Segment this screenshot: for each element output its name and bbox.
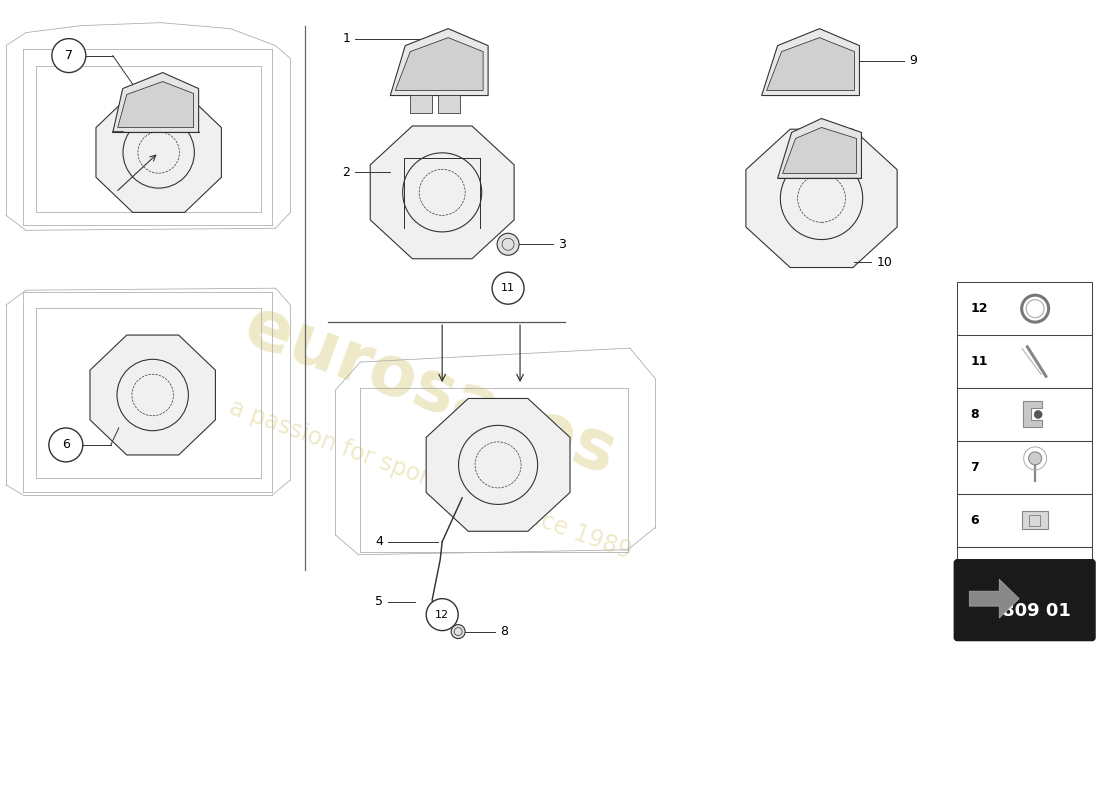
Text: 8: 8 <box>970 408 979 421</box>
Text: 10: 10 <box>877 256 892 269</box>
Circle shape <box>451 625 465 638</box>
Text: 3: 3 <box>970 566 979 580</box>
Text: 3: 3 <box>558 238 565 250</box>
Polygon shape <box>113 73 199 133</box>
Bar <box>957 388 1092 441</box>
Polygon shape <box>1023 402 1042 427</box>
Polygon shape <box>395 38 483 90</box>
Circle shape <box>492 272 524 304</box>
Text: 9: 9 <box>910 54 917 67</box>
Polygon shape <box>761 29 859 95</box>
Text: 12: 12 <box>970 302 988 315</box>
Polygon shape <box>90 335 216 455</box>
Text: a passion for sports cars since 1989: a passion for sports cars since 1989 <box>226 396 635 564</box>
Bar <box>438 94 460 113</box>
Text: 4: 4 <box>375 535 383 548</box>
Polygon shape <box>767 38 855 90</box>
Text: 2: 2 <box>342 166 350 179</box>
Circle shape <box>426 598 459 630</box>
Polygon shape <box>778 118 861 178</box>
Bar <box>957 441 1092 494</box>
Polygon shape <box>1022 511 1048 530</box>
Text: 6: 6 <box>970 514 979 526</box>
Circle shape <box>497 234 519 255</box>
Polygon shape <box>426 398 570 531</box>
Bar <box>957 335 1092 388</box>
Circle shape <box>48 428 82 462</box>
Polygon shape <box>782 127 857 174</box>
Bar <box>957 494 1092 546</box>
Circle shape <box>52 38 86 73</box>
Text: 12: 12 <box>436 610 449 620</box>
Polygon shape <box>746 129 898 267</box>
Text: 7: 7 <box>65 49 73 62</box>
Text: 5: 5 <box>375 595 383 608</box>
Polygon shape <box>96 93 221 212</box>
Bar <box>1030 515 1041 526</box>
Bar <box>410 94 432 113</box>
Text: 1: 1 <box>342 32 350 45</box>
Polygon shape <box>118 82 194 127</box>
Text: 7: 7 <box>970 461 979 474</box>
Polygon shape <box>969 579 1020 618</box>
Text: 11: 11 <box>502 283 515 293</box>
Text: 11: 11 <box>970 355 988 368</box>
Polygon shape <box>390 29 488 95</box>
Bar <box>957 282 1092 335</box>
Circle shape <box>1034 410 1042 418</box>
Bar <box>957 546 1092 600</box>
Text: eurosares: eurosares <box>235 292 625 488</box>
Text: 6: 6 <box>62 438 69 451</box>
Text: 8: 8 <box>500 625 508 638</box>
Polygon shape <box>371 126 514 258</box>
Text: 809 01: 809 01 <box>1002 602 1071 620</box>
Circle shape <box>1028 452 1042 465</box>
FancyBboxPatch shape <box>955 560 1096 641</box>
